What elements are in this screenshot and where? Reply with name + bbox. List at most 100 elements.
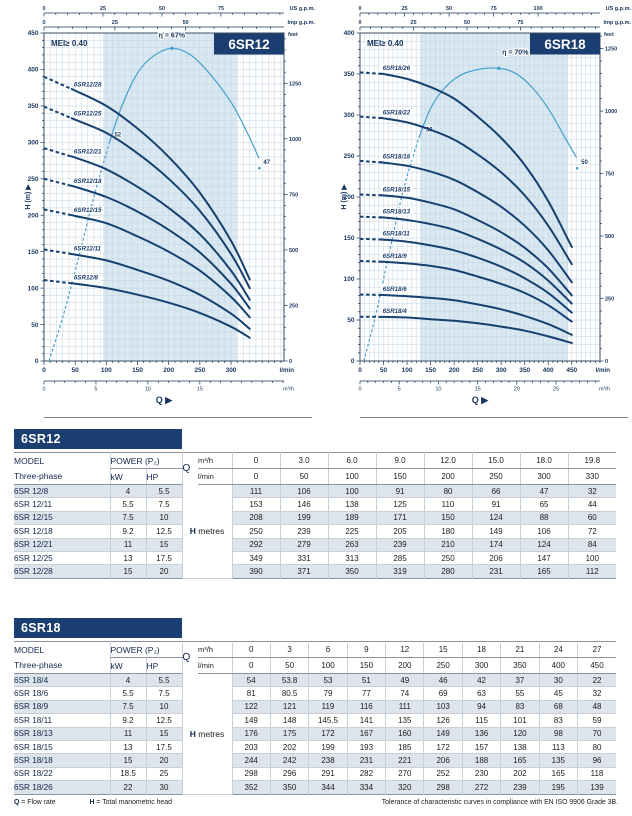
q-m3h-value: 0 bbox=[231, 452, 281, 469]
q-m3h-value: 27 bbox=[577, 641, 616, 658]
chart-label: 50 bbox=[347, 317, 355, 324]
h-value-cell: 118 bbox=[577, 767, 616, 782]
h-value-cell: 185 bbox=[385, 740, 424, 755]
operating-range-band bbox=[103, 33, 238, 361]
curve-label: 6SR12/18 bbox=[74, 178, 102, 185]
chart-label: 250 bbox=[289, 303, 298, 309]
model-cell: 6SR 18/15 bbox=[14, 740, 110, 755]
hp-cell: 15 bbox=[145, 727, 183, 741]
h-value-cell: 371 bbox=[279, 564, 329, 579]
chart-label: 0 bbox=[605, 359, 608, 365]
model-cell: 6SR 18/11 bbox=[14, 713, 110, 728]
chart-label: 100 bbox=[101, 367, 112, 374]
h-value-cell: 147 bbox=[519, 551, 569, 566]
h-value-cell: 91 bbox=[471, 497, 521, 512]
chart-label: 150 bbox=[132, 367, 143, 374]
table-row: 6SR 12/15 7.5 10 208 199 189 171 150 124 88 60 bbox=[14, 511, 617, 526]
col-header-kw: kW bbox=[109, 468, 146, 485]
h-value-cell: 106 bbox=[519, 524, 569, 539]
h-value-cell: 298 bbox=[423, 780, 463, 795]
efficiency-value: 52 bbox=[114, 133, 121, 139]
h-value-cell: 195 bbox=[538, 780, 578, 795]
unit-label-m3h: m³/h bbox=[198, 452, 233, 469]
efficiency-label: η = 67% bbox=[159, 32, 186, 39]
kw-cell: 5.5 bbox=[109, 497, 146, 512]
pump-curve-6SR12/21 bbox=[43, 147, 251, 301]
charts-row: 0 25 50 75 US g.p.m. 0 25 50 Imp g.p.m. 0 50 100 150… bbox=[25, 6, 632, 418]
hp-cell: 17.5 bbox=[145, 740, 183, 755]
chart-label: 1250 bbox=[289, 81, 301, 87]
h-value-cell: 54 bbox=[231, 673, 271, 688]
chart-label: 150 bbox=[425, 367, 436, 374]
h-value-cell: 279 bbox=[279, 538, 329, 552]
axis-lmin: 0 50 100 150 200 250 300 l/min bbox=[42, 361, 294, 374]
curve-label-box bbox=[380, 152, 413, 161]
h-value-cell: 32 bbox=[567, 484, 617, 499]
h-value-cell: 208 bbox=[231, 511, 281, 526]
h-value-cell: 63 bbox=[461, 686, 501, 701]
q-lmin-value: 200 bbox=[385, 657, 424, 674]
hp-cell: 15 bbox=[145, 538, 183, 552]
footnote-legend: Q = Flow rate H = Total manometric head bbox=[14, 799, 204, 806]
kw-cell: 13 bbox=[109, 740, 146, 755]
chart-label: US g.p.m. bbox=[606, 6, 632, 12]
hp-cell: 12.5 bbox=[145, 524, 183, 539]
h-value-cell: 111 bbox=[385, 700, 424, 715]
model-cell: 6SR 18/18 bbox=[14, 753, 110, 768]
pump-curve-6SR12/15 bbox=[43, 208, 251, 319]
h-value-cell: 242 bbox=[269, 753, 309, 768]
model-cell: 6SR 12/18 bbox=[14, 524, 110, 539]
h-value-cell: 239 bbox=[375, 538, 425, 552]
h-value-cell: 59 bbox=[577, 713, 616, 728]
q-m3h-value: 3.0 bbox=[279, 452, 329, 469]
h-value-cell: 145.5 bbox=[308, 713, 348, 728]
curve-label-box bbox=[71, 273, 101, 282]
h-value-cell: 250 bbox=[423, 551, 473, 566]
curve-label-box bbox=[71, 80, 104, 89]
h-value-cell: 74 bbox=[385, 686, 424, 701]
chart-label: 500 bbox=[289, 248, 298, 254]
h-value-cell: 280 bbox=[423, 564, 473, 579]
h-value-cell: 53.8 bbox=[269, 673, 309, 688]
h-value-cell: 244 bbox=[231, 753, 271, 768]
chart-label: 150 bbox=[28, 249, 39, 256]
h-value-cell: 165 bbox=[538, 767, 578, 782]
h-value-cell: 51 bbox=[346, 673, 386, 688]
kw-cell: 4 bbox=[109, 484, 146, 499]
h-value-cell: 22 bbox=[577, 673, 616, 688]
q-lmin-value: 300 bbox=[461, 657, 501, 674]
h-value-cell: 150 bbox=[423, 511, 473, 526]
h-value-cell: 174 bbox=[471, 538, 521, 552]
model-cell: 6SR 18/9 bbox=[14, 700, 110, 715]
curve-label: 6SR18/22 bbox=[383, 109, 411, 116]
chart-label: 250 bbox=[344, 153, 355, 160]
axis-lmin: 0 50 100 150 200 250 300 350 400 450 l/min bbox=[358, 361, 610, 374]
q-lmin-value: 450 bbox=[577, 657, 616, 674]
h-value-cell: 221 bbox=[385, 753, 424, 768]
curve-label-box bbox=[71, 147, 104, 156]
h-value-cell: 125 bbox=[375, 497, 425, 512]
hp-cell: 5.5 bbox=[145, 673, 183, 688]
h-value-cell: 172 bbox=[423, 740, 463, 755]
col-header-threephase: Three-phase bbox=[14, 657, 110, 674]
chart-title-box bbox=[530, 33, 600, 55]
chart-label: 100 bbox=[344, 276, 355, 283]
mei-label: MEI≥ 0.40 bbox=[51, 39, 88, 48]
h-value-cell: 80 bbox=[423, 484, 473, 499]
h-value-cell: 230 bbox=[461, 767, 501, 782]
chart-label: 100 bbox=[28, 285, 39, 292]
h-value-cell: 160 bbox=[385, 727, 424, 741]
pump-curve-6SR12/8 bbox=[43, 279, 251, 339]
footnote-q: Q = Flow rate bbox=[14, 799, 56, 806]
chart-label: 0 bbox=[289, 359, 292, 365]
chart-label: 0 bbox=[351, 358, 355, 365]
h-value-cell: 135 bbox=[538, 753, 578, 768]
h-value-cell: 180 bbox=[423, 524, 473, 539]
kw-cell: 13 bbox=[109, 551, 146, 566]
chart-label: 200 bbox=[163, 367, 174, 374]
hp-cell: 7.5 bbox=[145, 497, 183, 512]
chart-label: Imp g.p.m. bbox=[604, 20, 632, 26]
h-value-cell: 149 bbox=[231, 713, 271, 728]
table-row: 6SR 18/13 11 15 176 175 172 167 160 149 136 120 98 7… bbox=[14, 727, 616, 741]
pump-curve-6SR18/15 bbox=[359, 193, 573, 297]
